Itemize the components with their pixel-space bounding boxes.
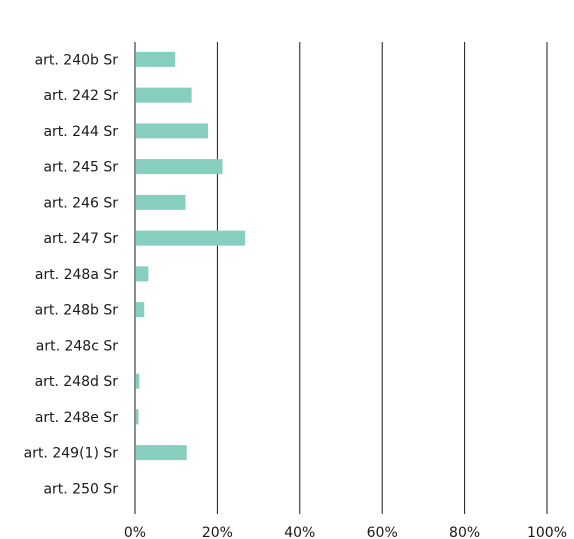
bar-5 xyxy=(136,230,246,246)
x-tick-label: 40% xyxy=(284,525,315,539)
category-label: art. 248d Sr xyxy=(35,374,119,390)
x-tick-label: 80% xyxy=(449,525,480,539)
bar-2 xyxy=(136,123,209,139)
bar-11 xyxy=(136,445,187,461)
x-tick-label: 60% xyxy=(367,525,398,539)
bar-0 xyxy=(136,51,176,67)
category-label: art. 248b Sr xyxy=(35,303,119,319)
bar-3 xyxy=(136,159,223,175)
x-tick-label: 0% xyxy=(124,525,146,539)
category-label: art. 249(1) Sr xyxy=(24,446,119,462)
category-label: art. 246 Sr xyxy=(43,195,118,211)
category-label: art. 242 Sr xyxy=(43,88,118,104)
x-tick-label: 20% xyxy=(202,525,233,539)
bar-9 xyxy=(136,373,140,389)
category-label: art. 248a Sr xyxy=(35,267,118,283)
category-label: art. 244 Sr xyxy=(43,124,118,140)
category-label: art. 248c Sr xyxy=(36,338,118,354)
category-label: art. 247 Sr xyxy=(43,231,118,247)
bar-6 xyxy=(136,266,149,282)
bar-4 xyxy=(136,194,186,210)
category-labels: art. 240b Sr art. 242 Sr art. 244 Sr art. 2… xyxy=(24,52,119,497)
category-label: art. 245 Sr xyxy=(43,160,118,176)
bar-10 xyxy=(136,409,139,425)
bars xyxy=(136,51,246,461)
gridlines xyxy=(216,42,548,514)
x-tick-label: 100% xyxy=(527,525,567,539)
bar-1 xyxy=(136,87,192,103)
bar-7 xyxy=(136,302,145,318)
category-label: art. 250 Sr xyxy=(43,481,118,497)
category-label: art. 240b Sr xyxy=(35,52,119,68)
category-label: art. 248e Sr xyxy=(35,410,118,426)
x-tick-labels: 0% 20% 40% 60% 80% 100% xyxy=(124,525,567,539)
